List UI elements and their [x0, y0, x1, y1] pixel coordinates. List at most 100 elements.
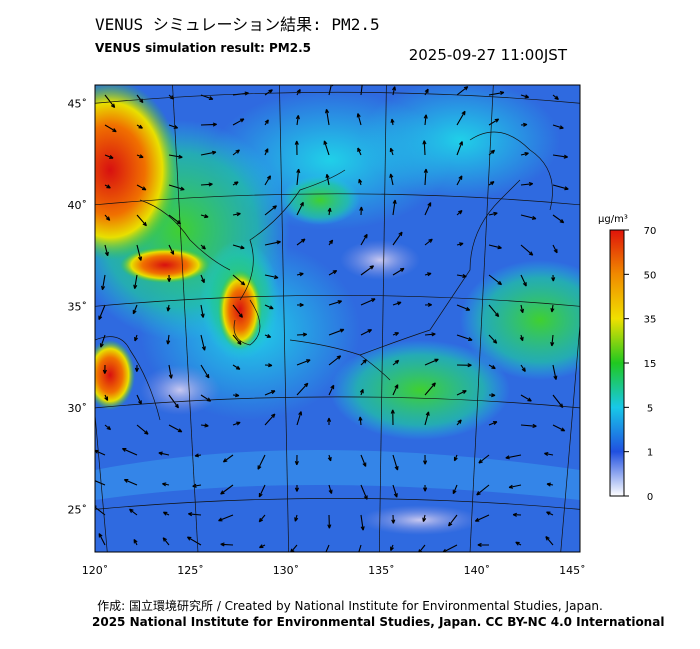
- wind-arrow: [456, 419, 462, 426]
- wind-arrow: [456, 242, 464, 247]
- wind-arrow: [200, 304, 205, 318]
- wind-arrow: [392, 199, 397, 216]
- meridian: [378, 85, 387, 552]
- wind-arrow: [392, 86, 397, 96]
- wind-arrow: [325, 544, 330, 552]
- wind-arrow: [476, 484, 490, 496]
- wind-arrow: [200, 364, 210, 379]
- wind-arrow: [232, 304, 243, 318]
- meridian: [279, 85, 289, 552]
- wind-arrow: [356, 113, 362, 126]
- wind-arrow: [360, 329, 373, 336]
- meridian: [95, 410, 108, 552]
- wind-arrow: [104, 244, 109, 257]
- wind-arrow: [552, 94, 559, 100]
- wind-arrow: [520, 364, 526, 372]
- wind-arrow: [296, 359, 311, 366]
- wind-arrow: [360, 359, 367, 366]
- subtitle: VENUS simulation result: PM2.5: [95, 41, 311, 55]
- wind-arrow: [389, 173, 394, 186]
- license: 2025 National Institute for Environmenta…: [92, 615, 664, 629]
- timestamp: 2025-09-27 11:00JST: [409, 46, 568, 64]
- wind-arrow: [257, 454, 266, 470]
- wind-arrow: [296, 272, 304, 277]
- wind-arrow: [325, 173, 330, 186]
- wind-arrow: [232, 118, 245, 126]
- wind-arrow: [488, 393, 496, 398]
- wind-arrow: [294, 454, 299, 466]
- wind-arrow: [358, 544, 362, 552]
- wind-arrow: [123, 479, 138, 486]
- wind-arrow: [328, 270, 338, 276]
- wind-arrow: [488, 334, 498, 344]
- wind-arrow: [552, 154, 568, 159]
- wind-arrow: [520, 122, 528, 127]
- wind-arrow: [264, 119, 269, 126]
- wind-arrow: [133, 274, 138, 289]
- colorbar-label: 50: [644, 270, 657, 281]
- wind-arrow: [550, 304, 555, 313]
- wind-arrow: [258, 484, 266, 498]
- wind-arrow: [264, 334, 272, 338]
- wind-arrow: [360, 298, 376, 306]
- wind-arrow: [104, 94, 116, 109]
- wind-arrow: [168, 364, 173, 379]
- lon-label: 120˚: [82, 564, 109, 577]
- wind-arrow: [456, 304, 471, 311]
- wind-arrow: [258, 514, 266, 523]
- lon-label: 130˚: [273, 564, 300, 577]
- wind-arrow: [546, 511, 554, 516]
- wind-arrow: [424, 202, 432, 216]
- wind-arrow: [264, 363, 273, 368]
- wind-arrow: [121, 447, 138, 456]
- colorbar-label: 15: [644, 359, 657, 370]
- wind-arrow: [104, 154, 114, 159]
- colorbar-label: 1: [647, 448, 653, 459]
- wind-arrow: [220, 542, 234, 547]
- wind-arrow: [424, 332, 436, 337]
- wind-arrow: [264, 205, 277, 216]
- wind-arrow: [520, 181, 534, 187]
- wind-arrow: [133, 538, 138, 546]
- wind-arrow: [325, 109, 330, 126]
- wind-arrow: [359, 206, 364, 216]
- wind-arrow: [389, 147, 394, 156]
- wind-arrow: [392, 484, 398, 498]
- wind-arrow: [520, 274, 527, 287]
- wind-arrow: [200, 274, 205, 284]
- wind-arrow: [232, 149, 240, 156]
- wind-arrow: [392, 359, 400, 366]
- wind-arrow: [520, 423, 537, 429]
- wind-arrow: [129, 508, 138, 516]
- wind-arrow: [134, 334, 139, 342]
- wind-arrow: [162, 537, 170, 546]
- wind-arrow: [358, 178, 363, 186]
- pm25-field: [95, 85, 580, 552]
- wind-arrow: [392, 384, 399, 396]
- wind-arrow: [488, 90, 505, 96]
- wind-arrow: [259, 544, 266, 549]
- wind-arrow: [328, 328, 345, 336]
- wind-arrow: [392, 332, 400, 336]
- wind-arrow: [423, 168, 428, 186]
- wind-arrow: [168, 124, 179, 129]
- wind-arrow: [488, 181, 495, 186]
- wind-arrow: [295, 115, 300, 126]
- colorbar: [609, 229, 625, 497]
- wind-arrow: [232, 244, 245, 250]
- map-frame: [94, 84, 581, 553]
- wind-arrow: [294, 514, 299, 522]
- wind-arrow: [294, 484, 300, 492]
- wind-arrow: [166, 334, 171, 345]
- wind-arrow: [232, 334, 242, 345]
- wind-arrow: [200, 214, 209, 219]
- wind-arrow: [136, 424, 149, 435]
- wind-arrow: [552, 424, 566, 432]
- wind-arrow: [552, 124, 564, 130]
- lat-label: 40˚: [68, 199, 88, 212]
- wind-arrow: [264, 240, 281, 246]
- wind-arrow: [104, 424, 112, 431]
- meridian: [560, 320, 580, 552]
- wind-arrow: [104, 394, 109, 401]
